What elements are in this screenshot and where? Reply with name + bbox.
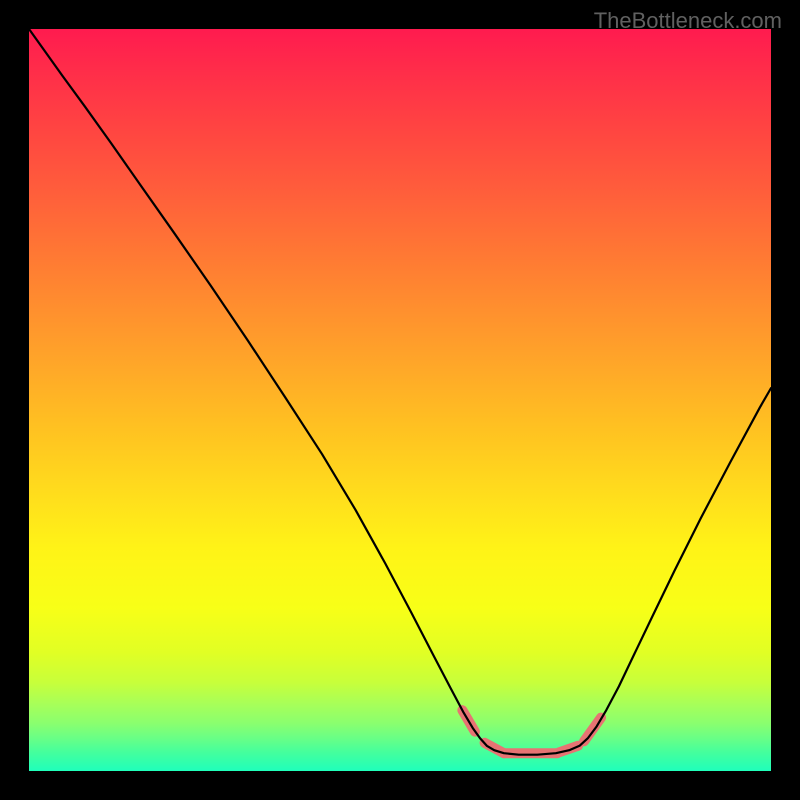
chart-curve-layer	[29, 29, 771, 771]
watermark-text: TheBottleneck.com	[594, 8, 782, 34]
chart-plot-area	[29, 29, 771, 771]
chart-curve	[29, 29, 771, 755]
chart-highlight-segments	[462, 710, 601, 753]
